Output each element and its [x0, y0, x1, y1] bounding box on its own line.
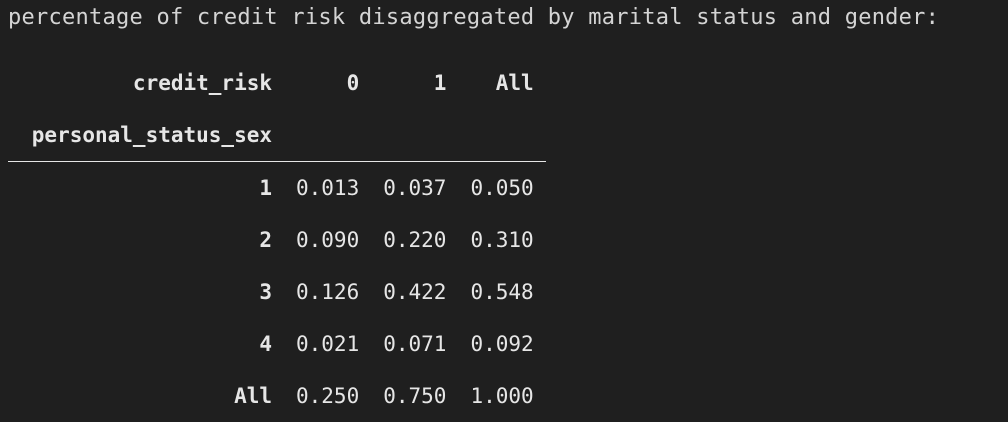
- table-cell: 0.126: [296, 280, 360, 304]
- table-cell: 0.220: [383, 228, 447, 252]
- row-index: 1: [259, 176, 272, 200]
- columns-name-header: credit_risk: [132, 71, 272, 95]
- table-cell: 0.013: [296, 176, 360, 200]
- row-index: 2: [259, 228, 272, 252]
- table-header-row: credit_risk 0 1 All: [8, 57, 546, 109]
- row-index: 3: [259, 280, 272, 304]
- index-name-header: personal_status_sex: [8, 109, 284, 162]
- table-cell: 0.090: [296, 228, 360, 252]
- column-header: 1: [433, 71, 447, 95]
- table-row: All 0.250 0.750 1.000: [8, 370, 546, 422]
- empty-header-cell: [371, 109, 459, 162]
- table-cell: 0.050: [470, 176, 534, 200]
- column-header: 0: [346, 71, 360, 95]
- table-row: 3 0.126 0.422 0.548: [8, 266, 546, 318]
- table-row: 4 0.021 0.071 0.092: [8, 318, 546, 370]
- table-cell: 0.422: [383, 280, 447, 304]
- table-row: 2 0.090 0.220 0.310: [8, 214, 546, 266]
- table-cell: 1.000: [470, 384, 534, 408]
- table-cell: 0.092: [470, 332, 534, 356]
- empty-header-cell: [458, 109, 546, 162]
- row-index: 4: [259, 332, 272, 356]
- table-cell: 0.750: [383, 384, 447, 408]
- table-cell: 0.310: [470, 228, 534, 252]
- dataframe-table: credit_risk 0 1 All personal_status_sex …: [8, 57, 546, 422]
- output-caption: percentage of credit risk disaggregated …: [8, 5, 940, 30]
- table-cell: 0.548: [470, 280, 534, 304]
- table-cell: 0.071: [383, 332, 447, 356]
- empty-header-cell: [284, 109, 372, 162]
- row-index: All: [234, 384, 272, 408]
- table-cell: 0.250: [296, 384, 360, 408]
- table-cell: 0.021: [296, 332, 360, 356]
- column-header: All: [495, 71, 534, 95]
- table-row: 1 0.013 0.037 0.050: [8, 162, 546, 215]
- index-name-row: personal_status_sex: [8, 109, 546, 162]
- table-cell: 0.037: [383, 176, 447, 200]
